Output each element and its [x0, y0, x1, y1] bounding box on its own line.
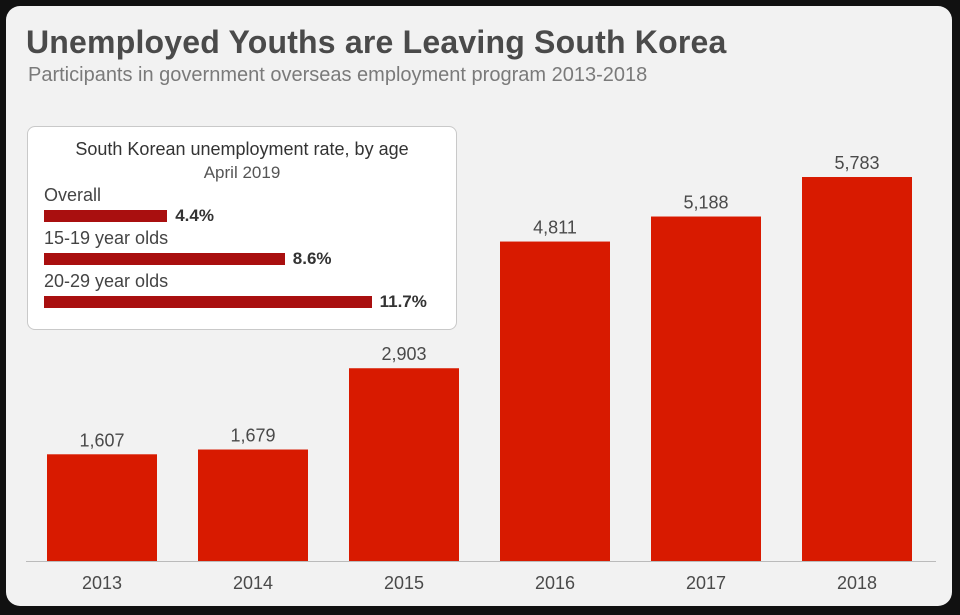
inset-bar — [44, 210, 168, 222]
data-label-2015: 2,903 — [381, 344, 426, 364]
bar-2018 — [802, 177, 912, 562]
inset-row-label: Overall — [44, 185, 102, 205]
bar-2017 — [651, 216, 761, 562]
inset-row-20-29: 20-29 year olds 11.7% — [44, 271, 427, 311]
inset-title: South Korean unemployment rate, by age — [75, 139, 409, 159]
bar-2013 — [47, 454, 157, 561]
data-label-2017: 5,188 — [683, 193, 728, 213]
x-tick-label-2013: 2013 — [82, 573, 122, 593]
data-label-2013: 1,607 — [79, 430, 124, 450]
bar-2014 — [198, 449, 308, 561]
inset-subtitle: April 2019 — [203, 163, 281, 182]
data-label-2014: 1,679 — [230, 426, 275, 446]
bar-2015 — [349, 368, 459, 561]
x-tick-label-2016: 2016 — [535, 573, 575, 593]
bar-2016 — [500, 241, 610, 561]
inset-bar — [44, 253, 285, 265]
inset-row-label: 20-29 year olds — [44, 271, 169, 291]
unemployment-inset-panel: South Korean unemployment rate, by age A… — [27, 126, 457, 330]
inset-row-label: 15-19 year olds — [44, 228, 169, 248]
x-tick-label-2018: 2018 — [837, 573, 877, 593]
chart-title: Unemployed Youths are Leaving South Kore… — [26, 24, 727, 60]
chart-subtitle: Participants in government overseas empl… — [28, 64, 648, 86]
inset-row-value: 4.4% — [175, 206, 214, 225]
inset-row-value: 8.6% — [292, 249, 332, 268]
inset-bar — [44, 296, 372, 308]
chart-card: Unemployed Youths are Leaving South Kore… — [6, 6, 952, 606]
x-tick-label-2014: 2014 — [233, 573, 273, 593]
inset-row-15-19: 15-19 year olds 8.6% — [44, 228, 332, 268]
x-tick-label-2015: 2015 — [384, 573, 424, 593]
inset-row-overall: Overall 4.4% — [44, 185, 214, 225]
x-tick-label-2017: 2017 — [686, 573, 726, 593]
inset-row-value: 11.7% — [379, 292, 427, 311]
data-label-2016: 4,811 — [533, 218, 577, 238]
bar-chart: 1,607 2013 1,679 2014 2,903 2015 4,811 2016 5,18… — [26, 153, 936, 593]
data-label-2018: 5,783 — [834, 153, 879, 173]
